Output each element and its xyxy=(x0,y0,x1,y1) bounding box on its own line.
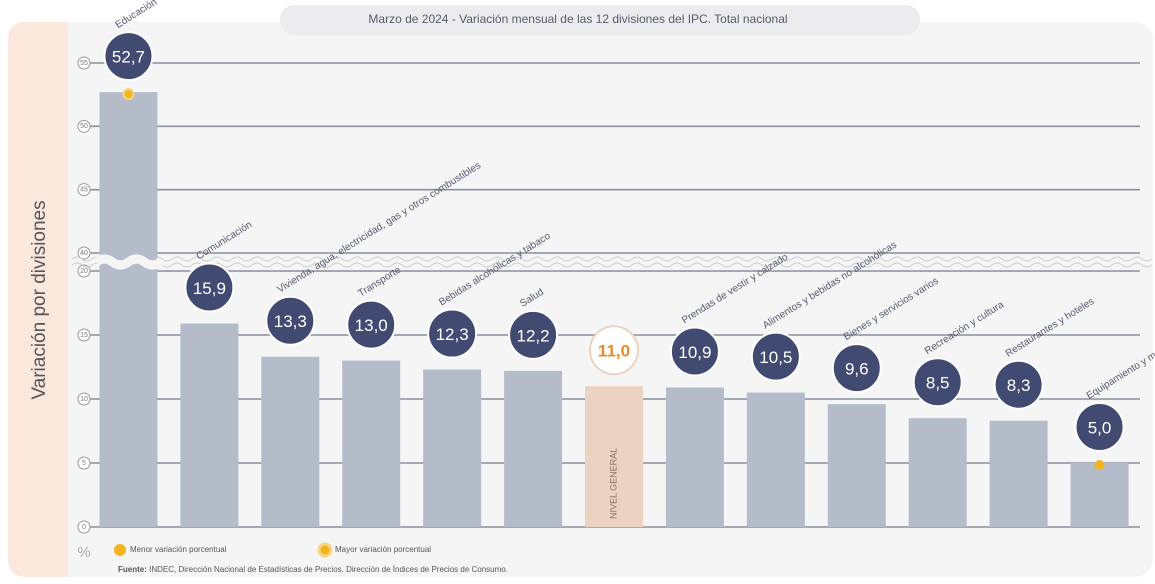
legend-label: Mayor variación porcentual xyxy=(335,545,431,554)
y-unit: % xyxy=(77,544,90,561)
y-tick-label: 15 xyxy=(80,332,88,339)
y-tick-label: 55 xyxy=(80,60,88,67)
bar xyxy=(1071,463,1129,527)
value-label: 8,5 xyxy=(926,374,950,393)
y-tick-label: 10 xyxy=(80,396,88,403)
value-label: 9,6 xyxy=(845,360,869,379)
y-axis-label: Variación por divisiones xyxy=(29,200,50,399)
panel xyxy=(8,22,1153,577)
value-label: 11,0 xyxy=(598,342,630,361)
chart: Marzo de 2024 - Variación mensual de las… xyxy=(0,0,1155,579)
y-tick-label: 20 xyxy=(80,268,88,275)
bar xyxy=(828,404,886,527)
bar xyxy=(261,357,319,527)
extreme-marker xyxy=(1095,460,1105,470)
bar xyxy=(990,421,1048,527)
bar xyxy=(666,387,724,527)
y-tick-label: 40 xyxy=(80,250,88,257)
value-label: 12,2 xyxy=(517,326,550,345)
value-label: 13,3 xyxy=(274,312,307,331)
extreme-marker xyxy=(123,89,133,99)
legend-label: Menor variación porcentual xyxy=(130,545,227,554)
legend-swatch xyxy=(114,544,126,556)
value-label: 13,0 xyxy=(355,316,388,335)
bar xyxy=(342,361,400,527)
value-label: 52,7 xyxy=(112,48,145,67)
bar xyxy=(504,371,562,527)
y-tick-label: 45 xyxy=(80,187,88,194)
bar xyxy=(747,393,805,527)
source-label: Fuente: xyxy=(118,565,147,574)
bar xyxy=(180,323,238,527)
value-label: 15,9 xyxy=(193,279,226,298)
legend-swatch xyxy=(319,544,331,556)
x-tick-label: Nivel general xyxy=(608,448,618,519)
source: Fuente: INDEC, Dirección Nacional de Est… xyxy=(118,565,508,574)
y-tick-label: 0 xyxy=(82,524,86,531)
chart-title: Marzo de 2024 - Variación mensual de las… xyxy=(368,12,787,26)
value-label: 10,5 xyxy=(759,348,792,367)
bar xyxy=(909,418,967,527)
bar xyxy=(423,370,481,527)
value-label: 10,9 xyxy=(678,343,711,362)
source-text: INDEC, Dirección Nacional de Estadística… xyxy=(149,565,508,574)
y-tick-label: 50 xyxy=(80,123,88,130)
value-label: 5,0 xyxy=(1088,418,1112,437)
value-label: 8,3 xyxy=(1007,376,1031,395)
bar xyxy=(99,92,157,527)
value-label: 12,3 xyxy=(436,325,469,344)
y-tick-label: 5 xyxy=(82,460,86,467)
